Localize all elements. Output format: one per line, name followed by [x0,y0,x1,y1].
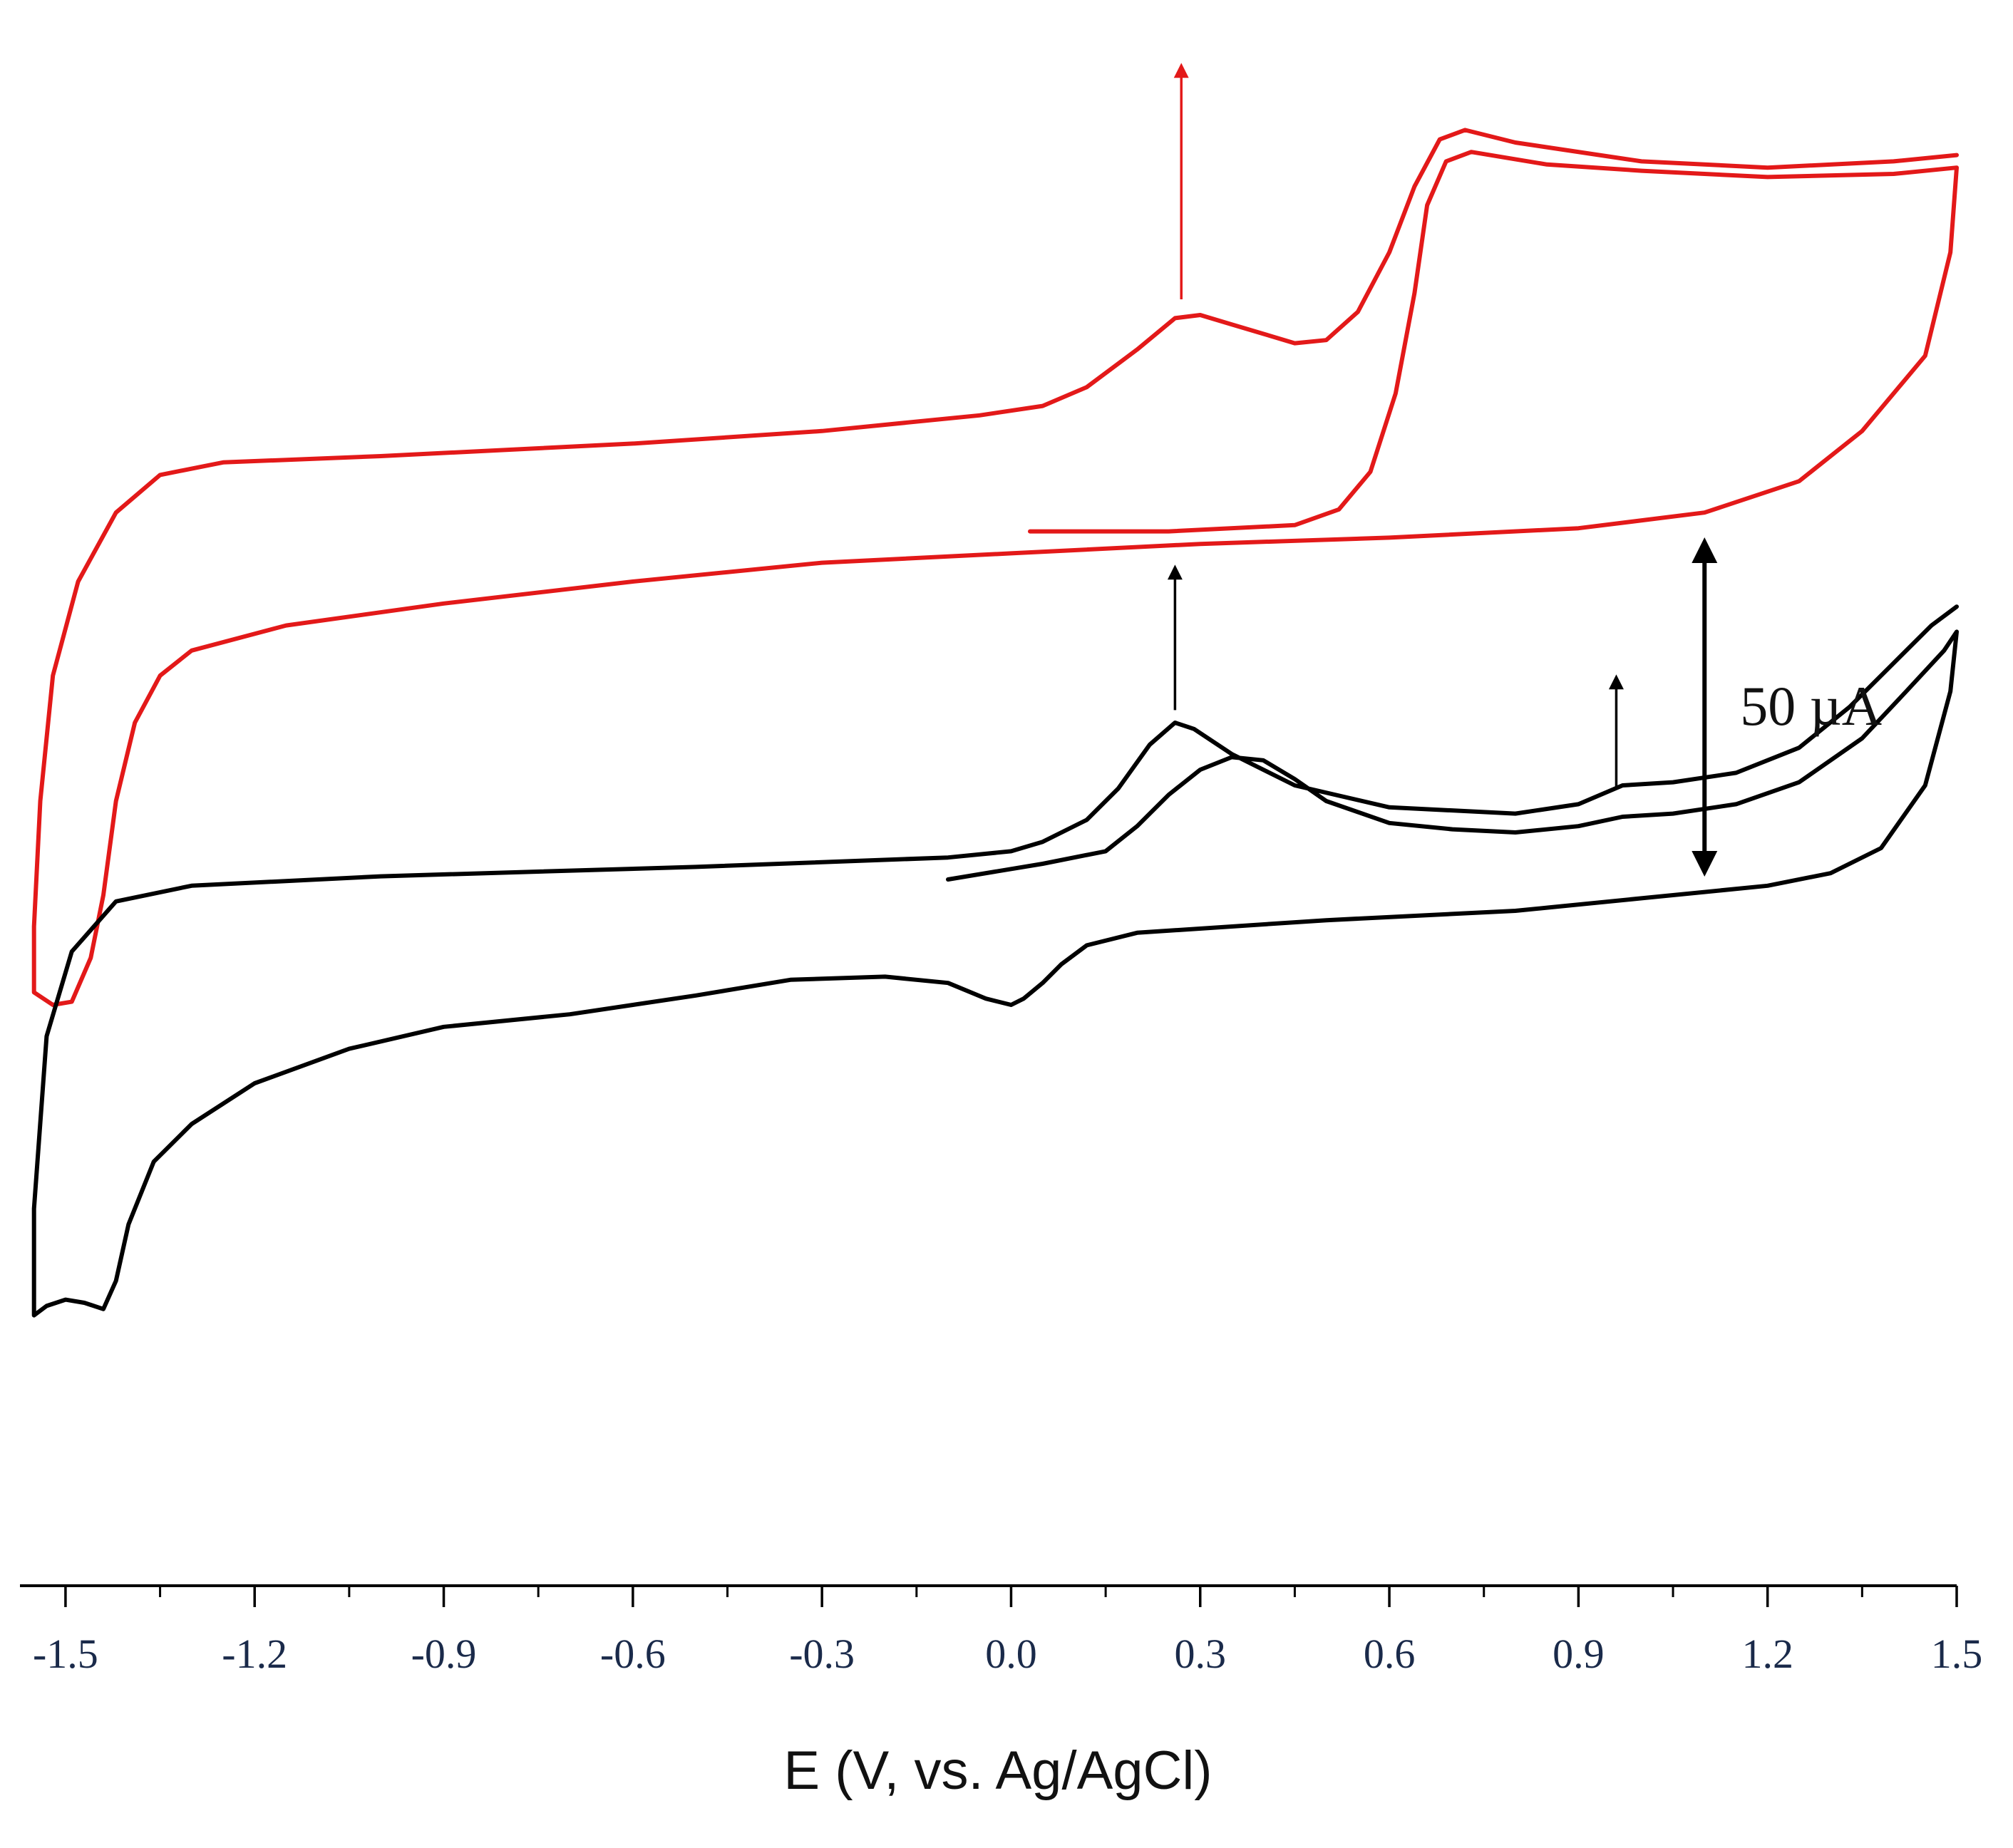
x-tick-label: 0.9 [1553,1631,1605,1677]
series-layer [31,128,1959,1318]
x-ticks: -1.5 -1.2 -0.9 -0.6 -0.3 0.0 0.3 0.6 0.9 1.2 1.5 [33,1586,1982,1677]
x-tick-label: -0.3 [789,1631,855,1677]
series-line-black-cv [31,604,1959,1318]
x-tick-label: -0.6 [600,1631,666,1677]
annotation-layer [1167,63,1624,789]
x-axis-title: E (V, vs. Ag/AgCl) [783,1740,1212,1801]
x-tick-label: -1.2 [222,1631,287,1677]
scale-bar-label: 50 µA [1740,675,1882,737]
x-tick-label: 1.2 [1741,1631,1793,1677]
x-tick-label: 1.5 [1931,1631,1983,1677]
x-tick-label: -1.5 [33,1631,98,1677]
x-tick-label: -0.9 [411,1631,477,1677]
x-axis: -1.5 -1.2 -0.9 -0.6 -0.3 0.0 0.3 0.6 0.9 1.2 1.5 E… [20,1584,1982,1801]
x-tick-label: 0.6 [1364,1631,1416,1677]
series-line-red-cv [31,128,1959,1007]
x-tick-label: 0.3 [1175,1631,1227,1677]
x-tick-label: 0.0 [985,1631,1037,1677]
scale-bar: 50 µA [1692,537,1882,877]
